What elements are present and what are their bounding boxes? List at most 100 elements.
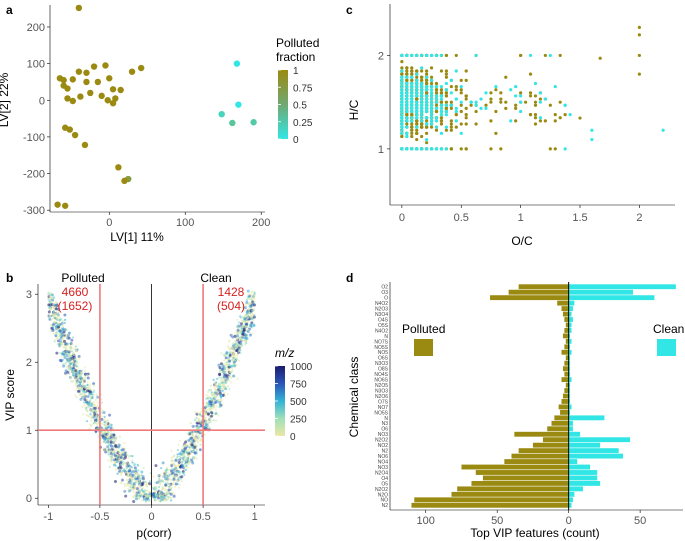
panel-b-point <box>225 351 229 355</box>
panel-c-outlier <box>598 56 602 60</box>
panel-b-point <box>190 424 194 428</box>
panel-b-point <box>251 317 254 320</box>
panel-b-point <box>141 478 145 481</box>
panel-d-bar-clean <box>568 426 573 432</box>
clean-label: Clean <box>200 271 231 285</box>
panel-b-point <box>205 408 209 411</box>
panel-b-point <box>76 389 80 393</box>
panel-b-point <box>250 293 253 297</box>
panel-b-point <box>193 455 196 459</box>
panel-c-point-polluted <box>464 94 468 98</box>
panel-a-point <box>102 62 109 69</box>
panel-b-point <box>215 419 218 422</box>
panel-a-point <box>98 92 105 100</box>
panel-b-point <box>244 325 248 328</box>
panel-b-point <box>92 384 95 387</box>
panel-b-point <box>71 336 75 339</box>
panel-c-point-clean <box>400 53 404 58</box>
panel-c-point-polluted <box>494 109 498 114</box>
panel-b-point <box>166 482 170 485</box>
panel-c-point-polluted <box>459 91 463 95</box>
panel-c-point-polluted <box>553 113 557 117</box>
panel-c-point-polluted <box>405 69 409 73</box>
panel-b-point <box>64 318 67 321</box>
panel-c-letter: c <box>346 3 353 17</box>
panel-b-point <box>226 385 229 388</box>
panel-b-point <box>123 489 127 493</box>
panel-b-point <box>209 384 213 387</box>
panel-b-point <box>79 386 82 389</box>
panel-b-point <box>68 331 71 334</box>
panel-b-y-tick-label: 2 <box>26 357 32 369</box>
panel-c-chart: 1 2 0 0.5 1 1.5 2 O/C H/C <box>347 4 675 248</box>
panel-c-point-clean <box>415 103 419 107</box>
panel-b-point <box>97 435 100 438</box>
panel-b-point <box>63 346 66 349</box>
panel-d-bar-polluted <box>461 464 569 470</box>
panel-d-category-label: NO4 <box>378 459 389 465</box>
panel-b-point <box>85 420 89 423</box>
panel-d-x-tick-label: 50 <box>491 515 503 527</box>
panel-c-y-label: H/C <box>347 99 361 120</box>
panel-b-point <box>219 394 223 398</box>
panel-b-point <box>132 499 136 503</box>
panel-b-point <box>63 371 67 375</box>
panel-c-point-polluted <box>410 69 414 73</box>
panel-b-point <box>110 433 113 436</box>
panel-b-point <box>74 345 77 348</box>
panel-d-bar-clean <box>568 459 578 464</box>
panel-b-point <box>113 438 117 441</box>
panel-b-point <box>132 491 136 494</box>
panel-c-point-polluted <box>410 122 414 126</box>
panel-c-point-clean <box>434 53 439 58</box>
panel-d-bar-clean <box>568 306 573 312</box>
panel-b-point <box>230 381 233 384</box>
panel-c-point-polluted <box>410 78 414 82</box>
panel-b-point <box>55 304 59 308</box>
panel-b-point <box>120 473 123 476</box>
panel-c-point-polluted <box>464 113 468 117</box>
panel-b-point <box>212 403 215 406</box>
panel-c-point-polluted <box>400 134 404 139</box>
panel-c-point-polluted <box>553 147 557 151</box>
panel-b-point <box>110 450 113 453</box>
panel-b-point <box>163 471 166 474</box>
panel-b-point <box>144 484 147 487</box>
panel-b-point <box>69 362 72 366</box>
panel-b-point <box>127 488 130 491</box>
panel-a-point <box>115 164 122 171</box>
panel-c-point-clean <box>514 94 518 98</box>
panel-b-point <box>109 455 112 458</box>
panel-d-category-label: N4O2 <box>375 328 388 334</box>
panel-b-point <box>194 436 198 439</box>
panel-d-bar-clean <box>568 431 581 437</box>
panel-b-point <box>218 406 221 409</box>
panel-d-bar-clean <box>568 442 601 448</box>
panel-b-point <box>238 359 241 362</box>
panel-b-point <box>226 393 229 396</box>
panel-a-point <box>218 110 225 118</box>
panel-b-point <box>100 431 103 434</box>
panel-c-point-polluted <box>410 131 414 135</box>
panel-b-point <box>227 363 230 366</box>
panel-b-point <box>61 323 64 326</box>
panel-a-x-tick-label: 200 <box>252 217 270 229</box>
panel-b-point <box>142 487 145 490</box>
panel-a-y-tick-label: 200 <box>27 22 45 34</box>
panel-a-point <box>112 95 119 102</box>
panel-b-point <box>178 472 181 476</box>
panel-b-point <box>76 383 79 386</box>
panel-d-category-label: NO <box>381 498 389 504</box>
panel-a-point <box>83 78 90 86</box>
panel-c-point-polluted <box>425 69 429 73</box>
panel-b-point <box>253 291 256 294</box>
panel-b-point <box>80 395 84 398</box>
panel-d-category-label: N2O5 <box>375 383 388 389</box>
panel-c-point-clean <box>400 91 404 95</box>
panel-c-point-polluted <box>425 91 429 95</box>
panel-b-point <box>54 301 57 304</box>
panel-b-point <box>89 413 92 416</box>
panel-d-bar-polluted <box>490 295 569 301</box>
panel-d-category-label: O4S <box>378 317 389 323</box>
panel-b-point <box>210 392 214 395</box>
